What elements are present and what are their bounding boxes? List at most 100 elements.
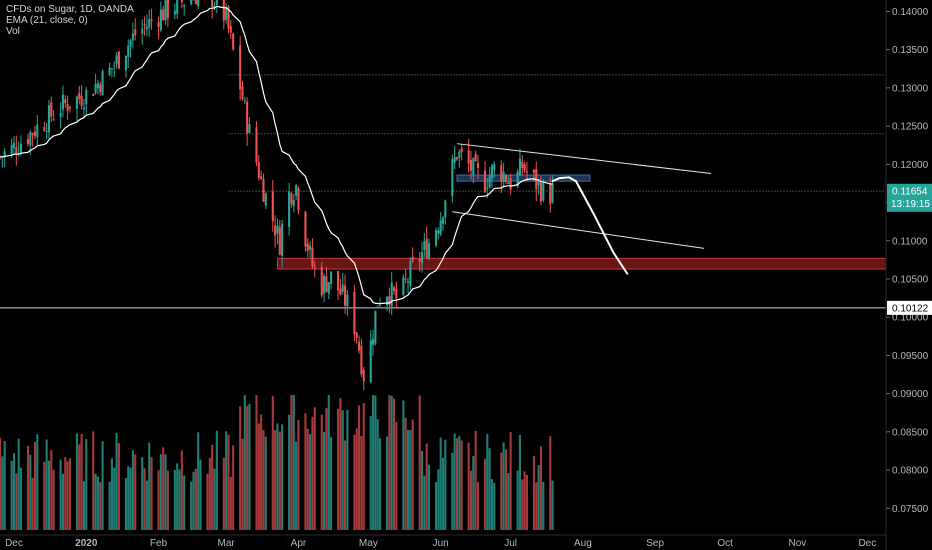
candle-body-69 xyxy=(225,7,228,20)
time-tick-label-3: Mar xyxy=(218,538,236,549)
time-tick-label-5: May xyxy=(359,538,378,549)
volume-bar-121 xyxy=(392,398,396,530)
volume-bar-159 xyxy=(518,435,521,530)
volume-bar-141 xyxy=(458,436,461,530)
volume-bar-55 xyxy=(178,469,181,530)
candle-body-23 xyxy=(75,96,78,109)
candle-body-102 xyxy=(330,271,333,284)
legend-symbol[interactable]: CFDs on Sugar, 1D, OANDA xyxy=(6,4,134,15)
candle-body-165 xyxy=(537,181,540,186)
candle-body-120 xyxy=(390,282,393,307)
candle-body-26 xyxy=(82,107,85,110)
candle-body-25 xyxy=(80,95,83,107)
volume-bar-129 xyxy=(420,450,424,530)
volume-bar-51 xyxy=(164,454,167,530)
ema-path xyxy=(0,5,553,305)
price-tick-label-13: 0.07500 xyxy=(892,504,929,515)
volume-bar-105 xyxy=(341,410,344,530)
candle-body-77 xyxy=(248,123,251,133)
price-axis[interactable]: 0.140000.135000.130000.125000.120000.115… xyxy=(885,0,929,550)
volume-bar-157 xyxy=(509,432,512,530)
time-tick-label-1: 2020 xyxy=(75,538,98,549)
volume-bar-13 xyxy=(43,461,46,530)
candle-body-123 xyxy=(402,277,405,295)
candle-body-143 xyxy=(467,149,470,164)
trend-line-1 xyxy=(452,211,705,249)
candle-body-129 xyxy=(420,252,424,264)
candle-body-61 xyxy=(197,0,200,7)
candle-body-40 xyxy=(129,40,132,47)
candle-body-111 xyxy=(360,346,363,374)
volume-bar-95 xyxy=(309,434,312,530)
volume-bar-99 xyxy=(323,432,326,530)
candle-body-141 xyxy=(458,151,461,158)
volume-bar-57 xyxy=(183,475,186,530)
price-tick-label-7: 0.10500 xyxy=(892,274,929,285)
volume-bar-33 xyxy=(108,481,111,530)
volume-bar-6 xyxy=(17,438,20,530)
volume-bar-100 xyxy=(325,407,328,530)
level-price-value: 0.10122 xyxy=(892,303,929,314)
time-tick-label-4: Apr xyxy=(291,538,307,549)
candle-body-113 xyxy=(369,340,372,383)
volume-bar-20 xyxy=(64,457,67,530)
volume-bar-125 xyxy=(406,429,410,530)
candle-body-158 xyxy=(516,171,519,187)
candle-body-159 xyxy=(518,158,521,176)
candle-body-68 xyxy=(222,0,225,21)
volume-bar-43 xyxy=(141,457,144,530)
candle-body-15 xyxy=(47,105,51,133)
candle-body-151 xyxy=(490,165,494,179)
volume-bar-36 xyxy=(115,432,118,530)
volume-bar-123 xyxy=(402,400,405,530)
candle-body-108 xyxy=(353,291,356,334)
volume-bar-65 xyxy=(211,444,214,530)
candle-body-115 xyxy=(374,310,377,344)
volume-bar-152 xyxy=(493,482,496,530)
candle-body-17 xyxy=(52,119,55,121)
volume-bar-144 xyxy=(469,470,473,530)
time-tick-label-2: Feb xyxy=(150,538,168,549)
chart-legend: CFDs on Sugar, 1D, OANDA EMA (21, close,… xyxy=(6,4,134,37)
volume-bar-86 xyxy=(278,431,281,530)
candle-body-124 xyxy=(404,279,407,281)
candle-body-33 xyxy=(108,67,111,75)
time-tick-label-6: Jun xyxy=(433,538,449,549)
candle-body-72 xyxy=(232,33,235,50)
trend-line-0 xyxy=(456,143,712,174)
candle-body-85 xyxy=(276,225,279,234)
candle-body-22 xyxy=(68,106,71,109)
legend-vol[interactable]: Vol xyxy=(6,26,20,37)
candle-body-43 xyxy=(141,28,144,34)
volume-bar-54 xyxy=(176,463,179,530)
volume-bar-96 xyxy=(311,416,314,530)
candle-body-21 xyxy=(66,104,69,111)
horizontal-levels xyxy=(0,74,886,309)
volume-bar-23 xyxy=(75,433,78,530)
volume-bar-4 xyxy=(12,453,16,530)
volume-bar-138 xyxy=(451,452,454,530)
volume-bar-58 xyxy=(190,481,193,530)
candle-body-126 xyxy=(409,261,412,286)
time-tick-label-8: Aug xyxy=(574,538,592,549)
volume-bar-158 xyxy=(516,470,519,530)
candle-body-98 xyxy=(320,267,323,296)
volume-bar-130 xyxy=(423,475,426,530)
volume-bar-39 xyxy=(127,466,130,530)
volume-bar-0 xyxy=(0,437,2,530)
volume-bar-45 xyxy=(145,480,148,530)
candle-body-121 xyxy=(392,287,396,292)
candle-body-153 xyxy=(500,165,503,183)
legend-ema[interactable]: EMA (21, close, 0) xyxy=(6,15,88,26)
candle-body-19 xyxy=(61,94,65,110)
drawings xyxy=(452,143,712,275)
candle-body-88 xyxy=(288,191,291,227)
time-axis[interactable]: Dec 2020 Feb Mar Apr May Jun Jul Aug Sep Oct Nov Dec xyxy=(0,534,886,549)
candle-body-30 xyxy=(96,83,99,89)
volume-bar-104 xyxy=(339,398,342,530)
time-tick-label-11: Nov xyxy=(789,538,807,549)
candle-body-7 xyxy=(19,143,23,153)
price-tick-label-12: 0.08000 xyxy=(892,466,929,477)
